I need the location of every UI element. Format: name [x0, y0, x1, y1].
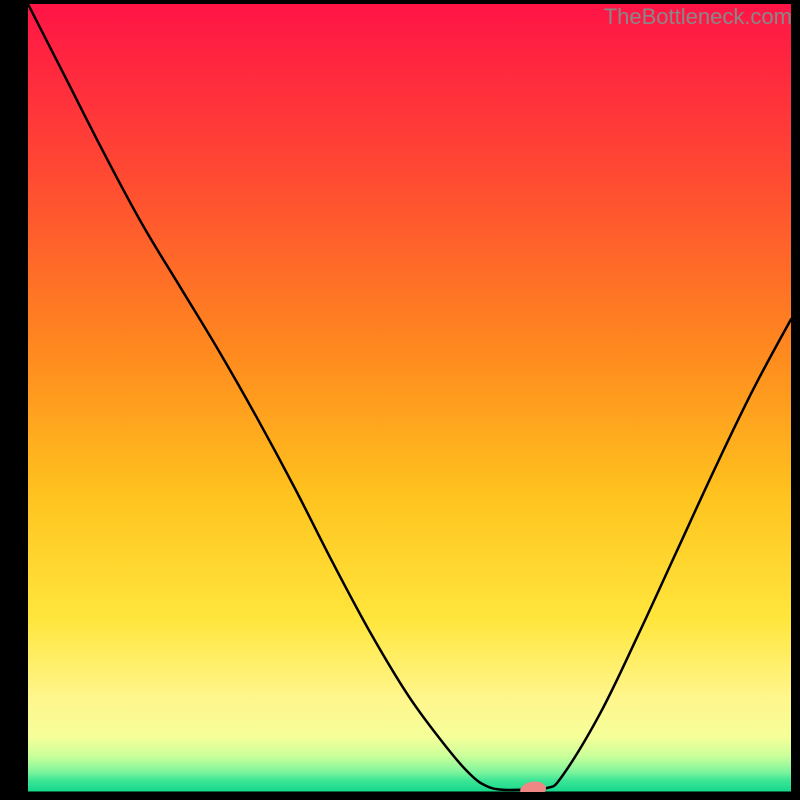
bottleneck-curve-chart: [0, 0, 800, 800]
chart-container: { "watermark": { "text": "TheBottleneck.…: [0, 0, 800, 800]
gradient-background: [28, 4, 791, 792]
watermark-text: TheBottleneck.com: [604, 4, 792, 30]
